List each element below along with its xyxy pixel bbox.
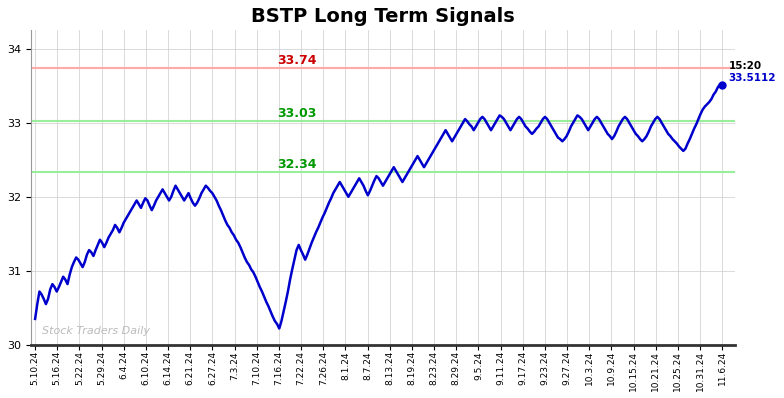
Text: 32.34: 32.34 <box>278 158 317 171</box>
Text: 33.03: 33.03 <box>278 107 317 120</box>
Text: 33.74: 33.74 <box>278 54 317 67</box>
Title: BSTP Long Term Signals: BSTP Long Term Signals <box>251 7 515 26</box>
Text: 15:20: 15:20 <box>728 60 762 71</box>
Text: 33.5112: 33.5112 <box>728 73 776 83</box>
Text: Stock Traders Daily: Stock Traders Daily <box>42 326 150 336</box>
